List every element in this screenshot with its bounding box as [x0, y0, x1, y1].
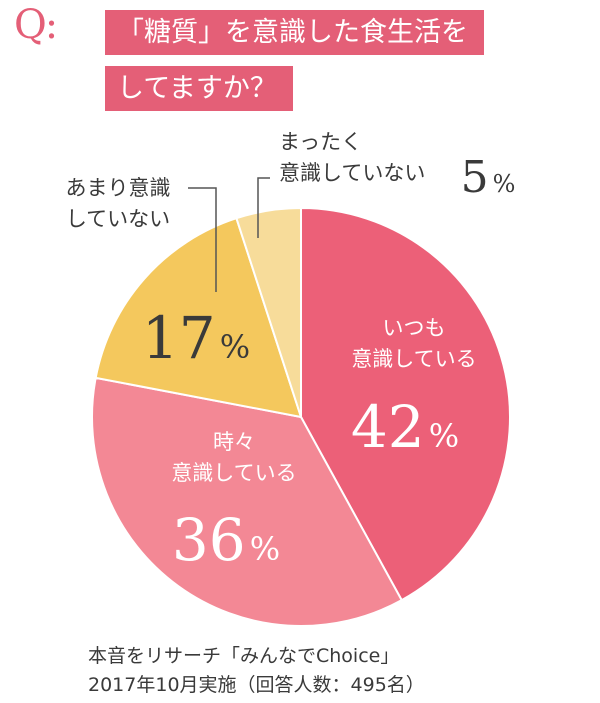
question-line-1: 「糖質」を意識した食生活を — [105, 10, 484, 55]
value-unit-never: % — [493, 170, 516, 198]
source-line-1: 本音をリサーチ「みんなでChoice」 — [88, 645, 400, 667]
source-note: 本音をリサーチ「みんなでChoice」 2017年10月実施（回答人数：495名… — [88, 642, 425, 700]
pie-slice-always — [300, 206, 511, 602]
value-unit-always: % — [429, 417, 459, 455]
pie-slices — [91, 206, 511, 628]
value-label-never: 5% — [461, 152, 516, 203]
slice-label-always-1: いつも — [383, 316, 446, 340]
pie-slice-sometimes — [91, 376, 404, 628]
question-mark: Q: — [14, 2, 58, 48]
value-number-sometimes: 36 — [172, 506, 246, 574]
pie-slice-never — [235, 206, 302, 418]
value-label-not_much: 17% — [142, 304, 250, 372]
value-number-never: 5 — [461, 152, 489, 203]
value-label-sometimes: 36% — [172, 506, 280, 574]
value-label-always: 42% — [351, 393, 459, 461]
leader-lines — [188, 177, 270, 292]
slice-label-sometimes-1: 時々 — [213, 430, 255, 454]
slice-label-never-1: まったく — [279, 130, 362, 154]
value-number-always: 42 — [351, 393, 425, 461]
slice-label-not_much-1: あまり意識 — [66, 176, 171, 200]
slice-label-always-2: 意識している — [351, 347, 476, 371]
value-unit-not_much: % — [220, 328, 250, 366]
slice-label-sometimes-2: 意識している — [171, 461, 296, 485]
slice-label-never-2: 意識していない — [279, 161, 425, 185]
source-line-2: 2017年10月実施（回答人数：495名） — [88, 674, 425, 696]
value-unit-sometimes: % — [250, 530, 280, 568]
leader-line-not-much — [188, 187, 217, 292]
slice-label-not_much-2: していない — [66, 207, 170, 231]
leader-line-never — [257, 177, 270, 238]
question-line-2: してますか？ — [105, 66, 293, 111]
value-number-not_much: 17 — [142, 304, 216, 372]
